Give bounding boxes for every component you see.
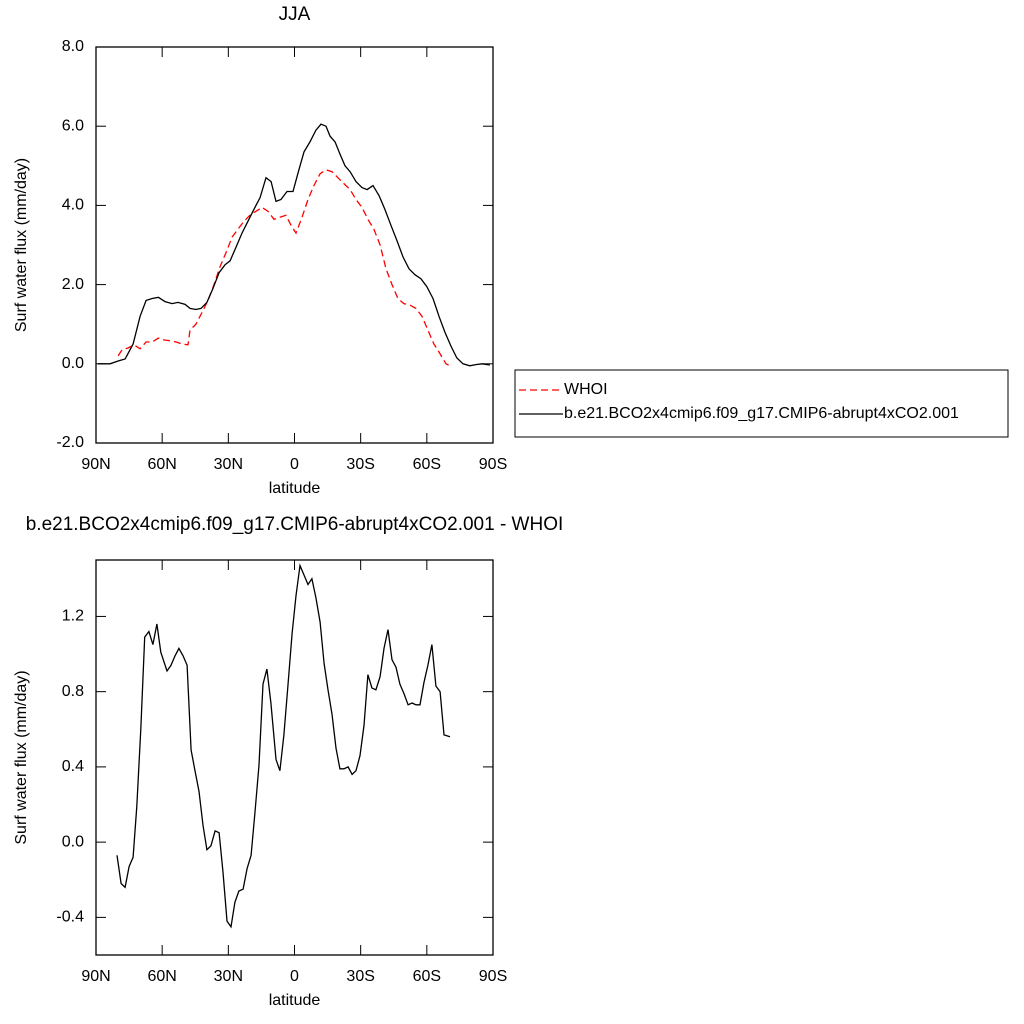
plot-frame: [95, 559, 494, 956]
legend-label: b.e21.BCO2x4cmip6.f09_g17.CMIP6-abrupt4x…: [564, 405, 959, 422]
y-tick-label: -2.0: [56, 434, 84, 451]
y-axis-label: Surf water flux (mm/day): [13, 670, 30, 844]
y-tick-label: 0.8: [62, 683, 84, 700]
data-line: [117, 169, 451, 367]
chart-title: JJA: [279, 4, 311, 25]
x-tick-label: 90N: [81, 456, 110, 473]
x-tick-label: 0: [290, 968, 299, 985]
y-tick-label: 4.0: [62, 197, 84, 214]
y-tick-label: 8.0: [62, 38, 84, 55]
legend-label: WHOI: [564, 381, 608, 398]
x-tick-label: 60S: [413, 456, 441, 473]
x-axis-label: latitude: [269, 992, 321, 1009]
y-axis-label: Surf water flux (mm/day): [13, 158, 30, 332]
x-tick-label: 30N: [214, 968, 243, 985]
x-axis-label: latitude: [269, 480, 321, 497]
data-line: [116, 563, 451, 929]
x-tick-label: 90S: [479, 968, 507, 985]
y-tick-label: 0.4: [62, 758, 84, 775]
y-tick-label: 0.0: [62, 833, 84, 850]
legend-box: [514, 369, 1009, 438]
x-tick-label: 30S: [346, 968, 374, 985]
plot-frame: [95, 46, 494, 444]
y-tick-label: 2.0: [62, 276, 84, 293]
chart-title: b.e21.BCO2x4cmip6.f09_g17.CMIP6-abrupt4x…: [26, 514, 564, 535]
x-tick-label: 90N: [81, 968, 110, 985]
y-tick-label: 1.2: [62, 608, 84, 625]
x-tick-label: 60N: [147, 968, 176, 985]
x-tick-label: 60N: [147, 456, 176, 473]
y-tick-label: 6.0: [62, 117, 84, 134]
x-tick-label: 30S: [346, 456, 374, 473]
x-tick-label: 30N: [214, 456, 243, 473]
x-tick-label: 0: [290, 456, 299, 473]
x-tick-label: 90S: [479, 456, 507, 473]
y-tick-label: 0.0: [62, 355, 84, 372]
x-tick-label: 60S: [413, 968, 441, 985]
y-tick-label: -0.4: [56, 909, 84, 926]
data-line: [98, 123, 490, 367]
